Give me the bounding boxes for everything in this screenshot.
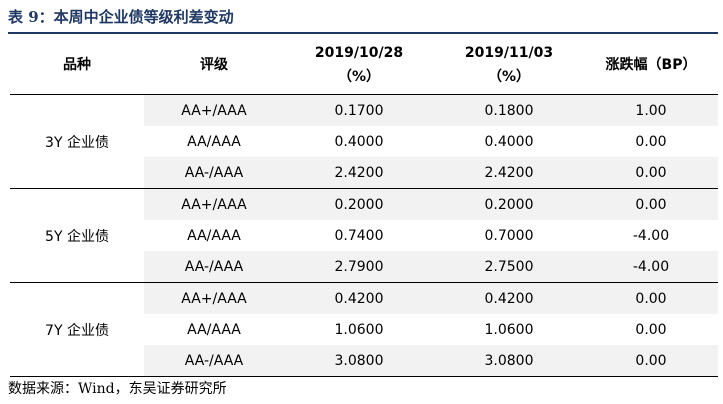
rating-cell: AA+/AAA (144, 188, 284, 220)
table-row: AA-/AAA 2.7900 2.7500 -4.00 (10, 251, 718, 283)
table-row: AA/AAA 0.7400 0.7000 -4.00 (10, 220, 718, 251)
table-title: 表 9：本周中企业债等级利差变动 (8, 8, 234, 26)
rating-cell: AA/AAA (187, 321, 241, 338)
value-cell: 2.4200 (434, 157, 584, 189)
rating-cell: AA+/AAA (144, 94, 284, 126)
group-label: 3Y 企业债 (10, 94, 144, 189)
value-cell: 0.2000 (434, 188, 584, 220)
header-change: 涨跌幅（BP） (584, 36, 718, 95)
group-label: 5Y 企业债 (10, 188, 144, 283)
change-cell: 0.00 (584, 282, 718, 314)
change-cell: 1.00 (584, 94, 718, 126)
change-cell: 0.00 (635, 321, 667, 338)
value-cell: 1.0600 (484, 321, 534, 338)
rating-cell: AA+/AAA (144, 282, 284, 314)
change-cell: -4.00 (584, 251, 718, 283)
data-source-note: 数据来源：Wind，东吴证券研究所 (8, 381, 227, 397)
header-row: 品种 评级 2019/10/28 （%） 2019/11/03 （%） 涨跌幅（BP… (10, 36, 718, 95)
value-cell: 0.4200 (434, 282, 584, 314)
value-cell: 0.1700 (284, 94, 434, 126)
rating-cell: AA-/AAA (144, 251, 284, 283)
value-cell: 3.0800 (284, 345, 434, 377)
table-row: 5Y 企业债 AA+/AAA 0.2000 0.2000 0.00 (10, 188, 718, 283)
value-cell: 1.0600 (334, 321, 384, 338)
header-date-1: 2019/10/28 （%） (284, 36, 434, 95)
group-label: 7Y 企业债 (10, 282, 144, 377)
rating-cell: AA-/AAA (144, 157, 284, 189)
value-cell: 0.4000 (334, 133, 384, 150)
rating-cell: AA/AAA (187, 133, 241, 150)
change-cell: 0.00 (584, 157, 718, 189)
rating-cell: AA/AAA (187, 227, 241, 244)
table-row: AA-/AAA 2.4200 2.4200 0.00 (10, 157, 718, 189)
value-cell: 0.7000 (484, 227, 534, 244)
table-row: AA-/AAA 3.0800 3.0800 0.00 (10, 345, 718, 377)
value-cell: 2.7900 (284, 251, 434, 283)
change-cell: -4.00 (632, 227, 670, 244)
title-divider (8, 32, 718, 34)
table-row: AA/AAA 1.0600 1.0600 0.00 (10, 314, 718, 345)
change-cell: 0.00 (584, 345, 718, 377)
value-cell: 0.2000 (284, 188, 434, 220)
value-cell: 0.4200 (284, 282, 434, 314)
value-cell: 2.7500 (434, 251, 584, 283)
credit-spread-table: 品种 评级 2019/10/28 （%） 2019/11/03 （%） 涨跌幅（BP… (10, 36, 718, 377)
table-row: 7Y 企业债 AA+/AAA 0.4200 0.4200 0.00 (10, 282, 718, 377)
value-cell: 3.0800 (434, 345, 584, 377)
header-variety: 品种 (10, 36, 144, 95)
table-row: AA/AAA 0.4000 0.4000 0.00 (10, 126, 718, 157)
change-cell: 0.00 (584, 188, 718, 220)
value-cell: 0.4000 (484, 133, 534, 150)
rating-cell: AA-/AAA (144, 345, 284, 377)
table-row: 3Y 企业债 AA+/AAA 0.1700 0.1800 1.00 (10, 94, 718, 189)
header-rating: 评级 (144, 36, 284, 95)
value-cell: 0.1800 (434, 94, 584, 126)
value-cell: 2.4200 (284, 157, 434, 189)
header-date-2: 2019/11/03 （%） (434, 36, 584, 95)
change-cell: 0.00 (635, 133, 667, 150)
value-cell: 0.7400 (334, 227, 384, 244)
